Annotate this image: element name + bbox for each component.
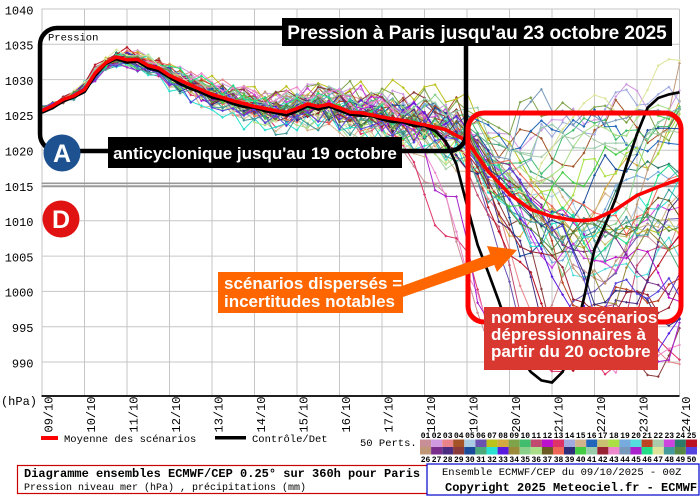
svg-text:07: 07: [487, 432, 497, 441]
svg-text:18: 18: [609, 432, 619, 441]
svg-text:46: 46: [642, 456, 652, 465]
svg-text:16: 16: [587, 432, 597, 441]
svg-text:24: 24: [676, 432, 686, 441]
svg-text:15: 15: [576, 432, 586, 441]
svg-text:nombreux scénarios: nombreux scénarios: [491, 308, 657, 327]
svg-text:47: 47: [653, 456, 663, 465]
svg-text:Copyright 2025 Meteociel.fr -: Copyright 2025 Meteociel.fr - ECMWF: [445, 481, 697, 495]
svg-text:12: 12: [543, 432, 553, 441]
svg-text:13: 13: [554, 432, 564, 441]
svg-text:20/10: 20/10: [510, 396, 524, 432]
svg-text:50 Perts.: 50 Perts.: [360, 438, 417, 450]
svg-text:21: 21: [642, 432, 652, 441]
svg-text:37: 37: [543, 456, 553, 465]
svg-text:30: 30: [465, 456, 475, 465]
svg-text:15/10: 15/10: [298, 396, 312, 432]
svg-text:50: 50: [687, 456, 697, 465]
svg-text:41: 41: [587, 456, 597, 465]
svg-text:11: 11: [531, 432, 541, 441]
svg-text:42: 42: [598, 456, 608, 465]
svg-text:23/10: 23/10: [638, 396, 652, 432]
svg-text:44: 44: [620, 456, 630, 465]
svg-text:partir du 20 octobre: partir du 20 octobre: [491, 342, 651, 361]
svg-text:22/10: 22/10: [595, 396, 609, 432]
svg-text:33: 33: [498, 456, 508, 465]
svg-text:38: 38: [554, 456, 564, 465]
svg-text:21/10: 21/10: [553, 396, 567, 432]
svg-text:Moyenne des scénarios: Moyenne des scénarios: [64, 434, 196, 446]
svg-text:18/10: 18/10: [425, 396, 439, 432]
svg-text:anticyclonique jusqu'au 19 oct: anticyclonique jusqu'au 19 octobre: [113, 144, 397, 163]
svg-text:13/10: 13/10: [213, 396, 227, 432]
svg-text:20: 20: [631, 432, 641, 441]
svg-text:Contrôle/Det: Contrôle/Det: [252, 434, 328, 446]
svg-text:49: 49: [676, 456, 686, 465]
svg-text:48: 48: [664, 456, 674, 465]
svg-text:31: 31: [476, 456, 486, 465]
svg-text:10/10: 10/10: [85, 396, 99, 432]
svg-text:incertitudes notables: incertitudes notables: [224, 292, 395, 311]
svg-text:25: 25: [687, 432, 697, 441]
svg-text:Pression niveau mer (hPa) , pr: Pression niveau mer (hPa) , précipitatio…: [24, 482, 306, 494]
svg-text:36: 36: [531, 456, 541, 465]
svg-text:09/10: 09/10: [43, 396, 57, 432]
svg-text:scénarios dispersés =: scénarios dispersés =: [224, 274, 402, 293]
svg-text:03: 03: [443, 432, 453, 441]
svg-text:1020: 1020: [5, 146, 34, 160]
svg-text:34: 34: [509, 456, 519, 465]
svg-text:16/10: 16/10: [340, 396, 354, 432]
svg-text:10: 10: [520, 432, 530, 441]
svg-text:Pression: Pression: [48, 33, 98, 45]
svg-text:Pression à Paris jusqu'au 23 o: Pression à Paris jusqu'au 23 octobre 202…: [287, 23, 667, 44]
svg-text:1005: 1005: [5, 251, 34, 265]
svg-text:23: 23: [664, 432, 674, 441]
svg-text:17: 17: [598, 432, 608, 441]
svg-text:24/10: 24/10: [680, 396, 694, 432]
svg-text:39: 39: [565, 456, 575, 465]
svg-text:05: 05: [465, 432, 475, 441]
svg-text:1025: 1025: [5, 110, 34, 124]
svg-text:1040: 1040: [5, 4, 34, 18]
svg-text:dépressionnaires à: dépressionnaires à: [491, 325, 647, 344]
svg-text:26: 26: [421, 456, 431, 465]
svg-text:1000: 1000: [5, 287, 34, 301]
svg-text:32: 32: [487, 456, 497, 465]
svg-text:11/10: 11/10: [128, 396, 142, 432]
svg-text:17/10: 17/10: [383, 396, 397, 432]
svg-text:45: 45: [631, 456, 641, 465]
svg-text:Ensemble ECMWF/CEP du 09/10/20: Ensemble ECMWF/CEP du 09/10/2025 - 00Z: [442, 467, 681, 479]
svg-text:35: 35: [520, 456, 530, 465]
svg-text:1035: 1035: [5, 40, 34, 54]
svg-text:990: 990: [12, 357, 34, 371]
svg-text:01: 01: [421, 432, 431, 441]
svg-text:995: 995: [12, 322, 34, 336]
svg-text:14: 14: [565, 432, 575, 441]
svg-text:1010: 1010: [5, 216, 34, 230]
svg-text:14/10: 14/10: [255, 396, 269, 432]
svg-text:Diagramme ensembles ECMWF/CEP: Diagramme ensembles ECMWF/CEP 0.25° sur …: [24, 467, 420, 481]
svg-text:40: 40: [576, 456, 586, 465]
svg-text:04: 04: [454, 432, 464, 441]
svg-text:12/10: 12/10: [170, 396, 184, 432]
svg-text:02: 02: [432, 432, 442, 441]
svg-text:27: 27: [432, 456, 442, 465]
svg-text:19: 19: [620, 432, 630, 441]
svg-text:09: 09: [509, 432, 519, 441]
svg-text:06: 06: [476, 432, 486, 441]
svg-text:22: 22: [653, 432, 663, 441]
svg-text:43: 43: [609, 456, 619, 465]
svg-text:08: 08: [498, 432, 508, 441]
svg-text:1015: 1015: [5, 181, 34, 195]
svg-text:A: A: [53, 140, 71, 168]
svg-text:1030: 1030: [5, 75, 34, 89]
svg-text:D: D: [52, 206, 70, 234]
svg-text:(hPa): (hPa): [1, 395, 37, 409]
svg-text:19/10: 19/10: [468, 396, 482, 432]
svg-text:29: 29: [454, 456, 464, 465]
svg-text:28: 28: [443, 456, 453, 465]
